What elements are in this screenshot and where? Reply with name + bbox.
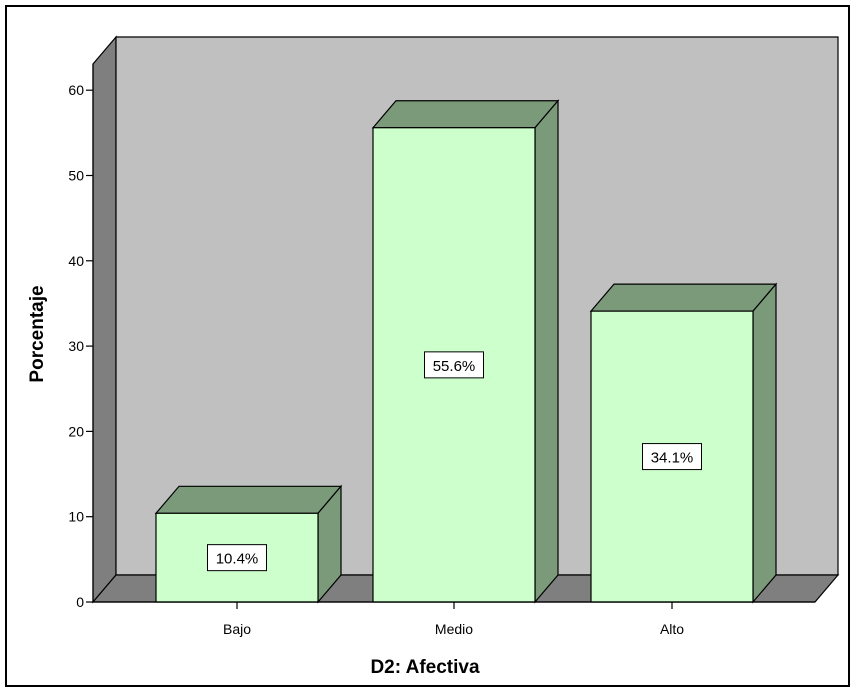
data-label-box [642, 443, 702, 471]
y-tick-label: 10 [68, 509, 84, 525]
bar-side [534, 99, 559, 604]
y-tick-label: 0 [76, 594, 84, 610]
x-tick-label: Medio [435, 621, 473, 637]
data-label-text: 34.1% [651, 450, 694, 467]
y-axis-title: Porcentaje [27, 285, 48, 382]
y-tick-label: 20 [68, 423, 84, 439]
data-label-text: 10.4% [216, 551, 259, 568]
bar-top [154, 485, 343, 514]
bar-medio: 55.6% [371, 99, 560, 604]
left-side-wall [92, 35, 117, 604]
y-tick-label: 50 [68, 168, 84, 184]
x-axis-title: D2: Afectiva [370, 657, 480, 678]
data-label-text: 55.6% [433, 358, 476, 375]
data-label: 10.4% [207, 544, 267, 572]
x-tick-label: Alto [660, 621, 684, 637]
bars: 10.4% 55.6% 34.1% [154, 99, 778, 604]
bar-side [752, 282, 777, 604]
bar-bajo: 10.4% [154, 484, 343, 604]
bar-alto: 34.1% [589, 282, 778, 604]
y-tick-label: 30 [68, 338, 84, 354]
x-axis: Bajo Medio Alto [93, 601, 815, 637]
y-tick-label: 40 [68, 253, 84, 269]
data-label-box [424, 351, 484, 379]
bar-top [589, 283, 778, 312]
y-tick-label: 60 [68, 82, 84, 98]
data-label: 55.6% [424, 351, 484, 379]
data-label-box [207, 544, 267, 572]
bar-top [371, 100, 560, 129]
y-axis: 0 10 20 30 40 50 60 [68, 64, 94, 610]
data-label: 34.1% [642, 443, 702, 471]
x-tick-label: Bajo [223, 621, 251, 637]
